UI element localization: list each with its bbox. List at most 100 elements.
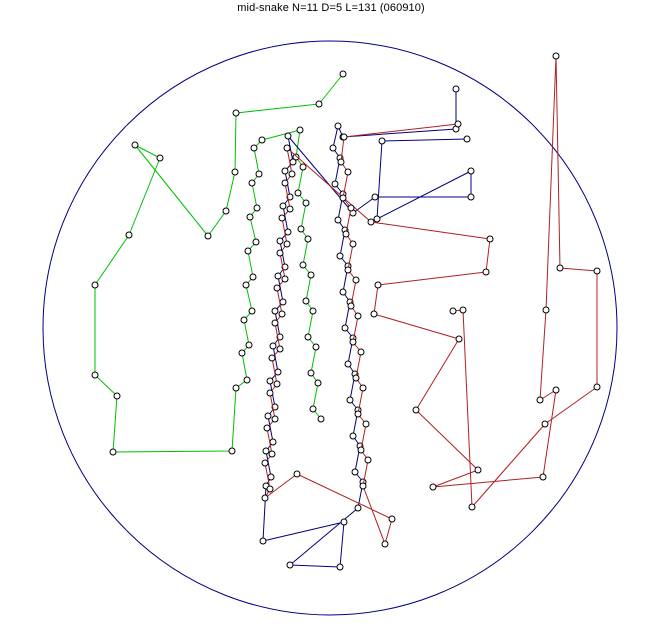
data-point-marker (269, 342, 277, 350)
data-point-marker (243, 376, 251, 384)
data-point-marker (486, 235, 494, 243)
data-point-marker (278, 214, 286, 222)
data-point-marker (276, 345, 284, 353)
data-point-marker (371, 193, 379, 201)
data-point-marker (467, 193, 475, 201)
data-point-marker (429, 483, 437, 491)
data-point-marker (276, 237, 284, 245)
data-point-marker (542, 306, 550, 314)
data-point-marker (258, 136, 266, 144)
data-point-marker (455, 335, 463, 343)
data-point-marker (299, 163, 307, 171)
data-point-marker (279, 298, 287, 306)
data-point-marker (593, 267, 601, 275)
data-point-marker (296, 126, 304, 134)
data-point-marker (266, 377, 274, 385)
data-point-marker (454, 120, 462, 128)
data-point-marker (271, 307, 279, 315)
data-point-marker (354, 312, 362, 320)
data-point-marker (344, 360, 352, 368)
data-point-marker (354, 410, 362, 418)
data-point-marker (463, 135, 471, 143)
data-point-marker (109, 448, 117, 456)
data-point-marker (255, 170, 263, 178)
data-point-marker (347, 204, 355, 212)
data-point-marker (317, 415, 325, 423)
series-snake-segment-blue (259, 85, 475, 571)
data-point-marker (288, 170, 296, 178)
data-point-marker (556, 264, 564, 272)
data-point-marker (362, 420, 370, 428)
data-point-marker (156, 154, 164, 162)
data-point-marker (357, 348, 365, 356)
data-point-marker (267, 473, 275, 481)
data-point-marker (541, 420, 549, 428)
data-point-marker (349, 240, 357, 248)
data-point-marker (253, 204, 261, 212)
snake-paths-group (91, 52, 601, 571)
data-point-marker (274, 272, 282, 280)
data-point-marker (271, 415, 279, 423)
data-point-marker (292, 153, 300, 161)
data-point-marker (357, 446, 365, 454)
data-point-marker (339, 70, 347, 78)
data-point-marker (552, 52, 560, 60)
data-point-marker (242, 281, 250, 289)
data-point-marker (349, 338, 357, 346)
data-point-marker (245, 341, 253, 349)
data-point-marker (283, 144, 291, 152)
data-point-marker (336, 252, 344, 260)
data-point-marker (539, 473, 547, 481)
data-point-marker (263, 424, 271, 432)
data-point-marker (261, 494, 269, 502)
data-point-marker (374, 281, 382, 289)
data-point-marker (339, 194, 347, 202)
data-point-marker (304, 333, 312, 341)
data-point-marker (452, 85, 460, 93)
data-point-marker (344, 266, 352, 274)
data-point-marker (307, 369, 315, 377)
data-point-marker (302, 199, 310, 207)
data-point-marker (240, 316, 248, 324)
data-point-marker (315, 100, 323, 108)
data-point-marker (248, 179, 256, 187)
data-point-marker (359, 482, 367, 490)
data-point-marker (248, 307, 256, 315)
data-point-marker (244, 247, 252, 255)
data-point-marker (281, 263, 289, 271)
data-point-marker (449, 307, 457, 315)
data-point-marker (278, 310, 286, 318)
data-point-marker (352, 276, 360, 284)
data-point-marker (349, 432, 357, 440)
data-point-marker (593, 383, 601, 391)
data-point-marker (262, 447, 270, 455)
data-point-marker (309, 307, 317, 315)
data-point-marker (351, 468, 359, 476)
data-point-marker (276, 249, 284, 257)
data-point-marker (340, 518, 348, 526)
data-point-marker (294, 189, 302, 197)
data-point-marker (281, 167, 289, 175)
data-point-marker (269, 438, 277, 446)
data-point-marker (279, 202, 287, 210)
data-point-marker (113, 392, 121, 400)
data-point-marker (307, 271, 315, 279)
data-point-marker (339, 288, 347, 296)
data-point-marker (125, 231, 133, 239)
data-point-marker (273, 380, 281, 388)
data-point-marker (293, 470, 301, 478)
data-point-marker (276, 333, 284, 341)
data-point-marker (459, 306, 467, 314)
data-point-marker (286, 561, 294, 569)
data-point-marker (354, 504, 362, 512)
data-point-marker (352, 374, 360, 382)
data-point-marker (536, 396, 544, 404)
data-point-marker (337, 158, 345, 166)
series-snake-segment-red (261, 52, 601, 548)
data-point-marker (468, 503, 476, 511)
data-point-marker (231, 168, 239, 176)
data-point-marker (283, 240, 291, 248)
data-point-marker (467, 167, 475, 175)
data-point-marker (271, 403, 279, 411)
